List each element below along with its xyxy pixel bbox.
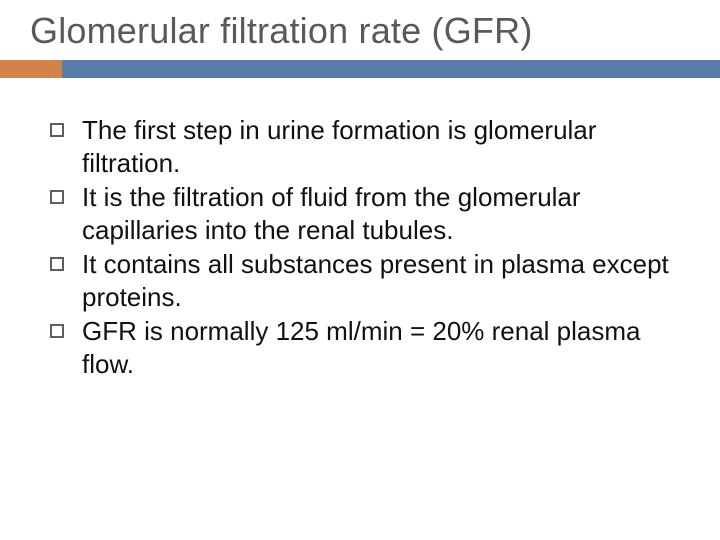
bullet-marker-icon <box>50 190 64 204</box>
bullet-marker-icon <box>50 324 64 338</box>
list-item: The first step in urine formation is glo… <box>50 114 680 179</box>
bullet-text: It is the filtration of fluid from the g… <box>82 181 680 246</box>
list-item: It contains all substances present in pl… <box>50 248 680 313</box>
slide-title: Glomerular filtration rate (GFR) <box>0 0 720 60</box>
accent-bar-left <box>0 60 62 78</box>
list-item: GFR is normally 125 ml/min = 20% renal p… <box>50 315 680 380</box>
bullet-marker-icon <box>50 257 64 271</box>
accent-bar-right <box>62 60 720 78</box>
bullet-text: It contains all substances present in pl… <box>82 248 680 313</box>
list-item: It is the filtration of fluid from the g… <box>50 181 680 246</box>
bullet-text: The first step in urine formation is glo… <box>82 114 680 179</box>
presentation-slide: Glomerular filtration rate (GFR) The fir… <box>0 0 720 540</box>
bullet-text: GFR is normally 125 ml/min = 20% renal p… <box>82 315 680 380</box>
accent-bar <box>0 60 720 78</box>
slide-body: The first step in urine formation is glo… <box>0 78 720 380</box>
bullet-marker-icon <box>50 123 64 137</box>
